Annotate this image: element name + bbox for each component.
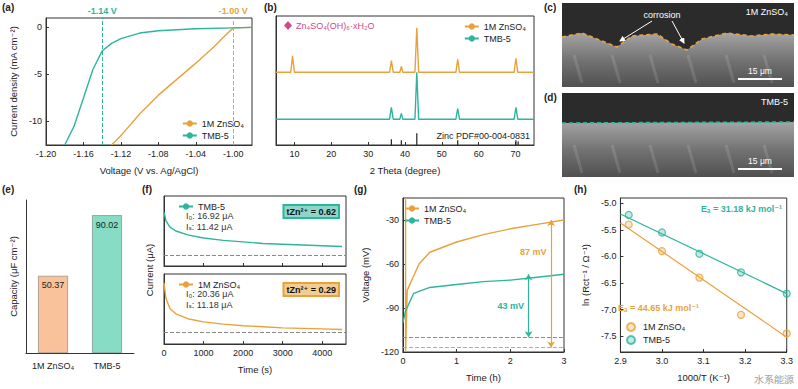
svg-text:1M ZnSO₄: 1M ZnSO₄ <box>424 204 467 214</box>
svg-text:-120: -120 <box>381 347 399 357</box>
svg-text:TMB-5: TMB-5 <box>424 216 451 226</box>
svg-text:TMB-5: TMB-5 <box>484 34 511 44</box>
svg-text:Zn₄SO₄(OH)₆·xH₂O: Zn₄SO₄(OH)₆·xH₂O <box>296 21 374 31</box>
svg-text:3000: 3000 <box>273 348 293 358</box>
svg-text:-5.0: -5.0 <box>601 198 617 208</box>
svg-text:3: 3 <box>561 356 566 366</box>
svg-text:-60: -60 <box>386 259 399 269</box>
svg-text:TMB-5: TMB-5 <box>198 202 225 212</box>
svg-text:Capacity (μF cm⁻²): Capacity (μF cm⁻²) <box>8 236 19 317</box>
html-text:水系能源: 水系能源 <box>754 374 794 385</box>
svg-text:(a): (a) <box>2 2 14 13</box>
svg-text:Voltage (mV): Voltage (mV) <box>360 248 371 303</box>
svg-text:60: 60 <box>474 149 484 159</box>
svg-text:TMB-5: TMB-5 <box>643 335 670 345</box>
svg-text:-6.0: -6.0 <box>601 251 617 261</box>
svg-text:4000: 4000 <box>312 348 332 358</box>
svg-text:(h): (h) <box>574 184 587 195</box>
svg-text:0: 0 <box>400 356 405 366</box>
svg-text:-6.5: -6.5 <box>601 278 617 288</box>
svg-text:-5: -5 <box>34 69 42 79</box>
svg-text:2 Theta (degree): 2 Theta (degree) <box>370 165 441 176</box>
svg-text:70: 70 <box>511 149 521 159</box>
svg-text:Time (s): Time (s) <box>238 364 272 375</box>
svg-text:1M ZnSO₄: 1M ZnSO₄ <box>198 280 241 290</box>
svg-text:0: 0 <box>161 348 166 358</box>
svg-text:-1.16: -1.16 <box>73 149 94 159</box>
svg-text:20: 20 <box>326 149 336 159</box>
svg-text:-30: -30 <box>386 215 399 225</box>
svg-text:TMB-5: TMB-5 <box>202 131 229 141</box>
svg-text:I₀: 20.36 μA: I₀: 20.36 μA <box>186 289 233 299</box>
svg-text:-1.00 V: -1.00 V <box>219 6 248 16</box>
svg-text:1M ZnSO₄: 1M ZnSO₄ <box>32 361 75 371</box>
svg-text:Time (h): Time (h) <box>466 372 501 383</box>
svg-text:3.3: 3.3 <box>780 356 793 366</box>
svg-text:43 mV: 43 mV <box>498 301 525 311</box>
svg-text:Current (μA): Current (μA) <box>144 244 155 296</box>
svg-text:0: 0 <box>37 22 42 32</box>
svg-text:15 μm: 15 μm <box>748 66 772 76</box>
svg-text:2000: 2000 <box>233 348 253 358</box>
svg-text:2.9: 2.9 <box>614 356 627 366</box>
svg-text:1M ZnSO₄: 1M ZnSO₄ <box>643 322 686 332</box>
svg-text:(f): (f) <box>142 184 152 195</box>
svg-text:-1.20: -1.20 <box>36 149 57 159</box>
svg-text:Voltage (V vs. Ag/AgCl): Voltage (V vs. Ag/AgCl) <box>100 165 199 176</box>
svg-text:TMB-5: TMB-5 <box>761 97 788 107</box>
svg-text:-1.00: -1.00 <box>223 149 244 159</box>
svg-text:Eₐ = 44.65 kJ mol⁻¹: Eₐ = 44.65 kJ mol⁻¹ <box>618 303 699 313</box>
svg-text:tZn²⁺ = 0.62: tZn²⁺ = 0.62 <box>286 207 336 217</box>
svg-text:Iₛ: 11.18 μA: Iₛ: 11.18 μA <box>186 300 232 310</box>
svg-text:-1.12: -1.12 <box>111 149 132 159</box>
svg-text:I₀: 16.92 μA: I₀: 16.92 μA <box>186 211 233 221</box>
svg-text:ln (Rct⁻¹ / Ω⁻¹): ln (Rct⁻¹ / Ω⁻¹) <box>580 244 591 306</box>
svg-text:1M ZnSO₄: 1M ZnSO₄ <box>746 7 789 17</box>
svg-text:15 μm: 15 μm <box>748 156 772 166</box>
svg-text:Zinc PDF#00-004-0831: Zinc PDF#00-004-0831 <box>436 131 530 141</box>
svg-text:TMB-5: TMB-5 <box>94 361 121 371</box>
svg-text:50: 50 <box>437 149 447 159</box>
svg-text:90.02: 90.02 <box>96 220 119 230</box>
svg-text:Current density (mA cm⁻²): Current density (mA cm⁻²) <box>8 26 19 137</box>
svg-text:-1.04: -1.04 <box>186 149 207 159</box>
svg-text:-1.14 V: -1.14 V <box>88 6 117 16</box>
svg-text:Eₐ = 31.18 kJ mol⁻¹: Eₐ = 31.18 kJ mol⁻¹ <box>701 204 782 214</box>
svg-text:-1.08: -1.08 <box>148 149 169 159</box>
svg-text:(g): (g) <box>354 184 367 195</box>
svg-text:-90: -90 <box>386 303 399 313</box>
svg-text:-5.5: -5.5 <box>601 225 617 235</box>
svg-text:1: 1 <box>454 356 459 366</box>
svg-text:(c): (c) <box>544 2 556 13</box>
svg-text:2: 2 <box>508 356 513 366</box>
svg-text:tZn²⁺ = 0.29: tZn²⁺ = 0.29 <box>286 285 336 295</box>
svg-text:3.1: 3.1 <box>697 356 710 366</box>
svg-text:(b): (b) <box>264 2 277 13</box>
svg-text:50.37: 50.37 <box>42 280 65 290</box>
svg-text:1M ZnSO₄: 1M ZnSO₄ <box>484 22 527 32</box>
svg-text:-7.0: -7.0 <box>601 305 617 315</box>
svg-text:corrosion: corrosion <box>643 10 680 20</box>
svg-text:3.0: 3.0 <box>656 356 669 366</box>
svg-text:30: 30 <box>363 149 373 159</box>
svg-text:10: 10 <box>289 149 299 159</box>
svg-text:-7.5: -7.5 <box>601 331 617 341</box>
svg-text:1M ZnSO₄: 1M ZnSO₄ <box>202 119 245 129</box>
svg-text:-10: -10 <box>29 116 42 126</box>
svg-text:(d): (d) <box>544 92 557 103</box>
svg-text:3.2: 3.2 <box>739 356 752 366</box>
svg-text:87 mV: 87 mV <box>520 247 547 257</box>
svg-text:40: 40 <box>400 149 410 159</box>
svg-text:Iₛ: 11.42 μA: Iₛ: 11.42 μA <box>186 222 232 232</box>
svg-text:1000/T (K⁻¹): 1000/T (K⁻¹) <box>677 372 730 383</box>
svg-text:1000: 1000 <box>194 348 214 358</box>
svg-text:(e): (e) <box>2 184 14 195</box>
